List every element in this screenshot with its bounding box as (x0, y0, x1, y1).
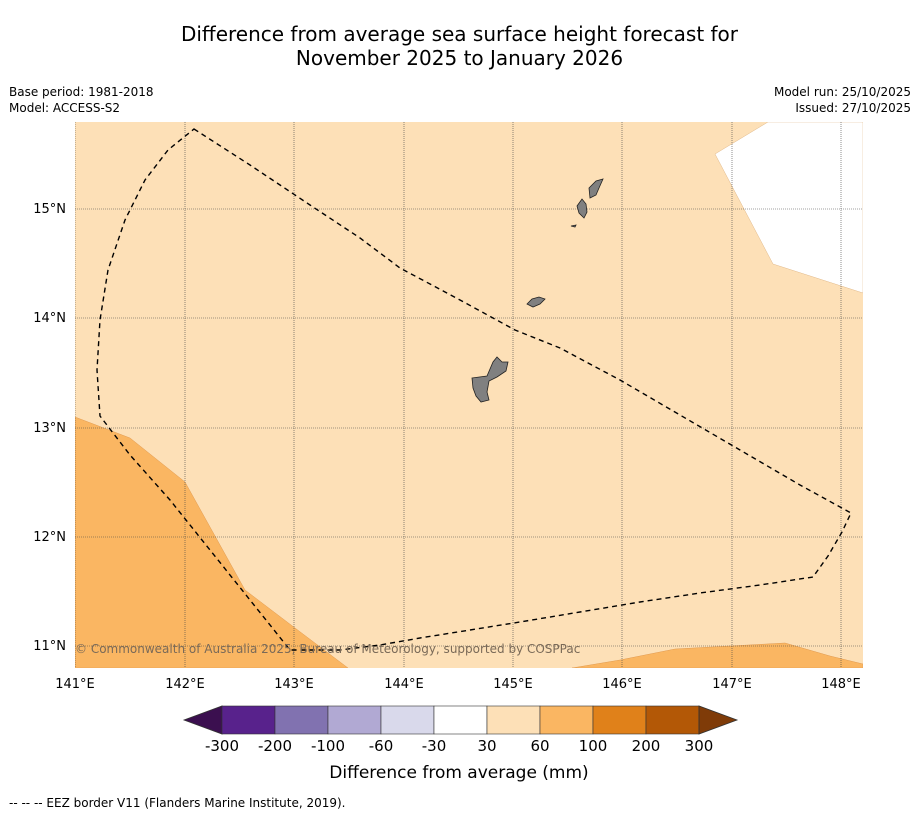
meta-right: Model run: 25/10/2025 Issued: 27/10/2025 (774, 84, 911, 116)
lon-label: 143°E (274, 677, 314, 692)
colorbar-tick-label: -30 (422, 737, 447, 755)
colorbar-segment (380, 705, 435, 735)
colorbar-segment (486, 705, 541, 735)
colorbar-tick-label: 30 (477, 737, 496, 755)
meta-left: Base period: 1981-2018 Model: ACCESS-S2 (9, 84, 154, 116)
lon-label: 142°E (165, 677, 205, 692)
colorbar-tick-label: 300 (685, 737, 714, 755)
colorbar-tick-label: -60 (369, 737, 394, 755)
colorbar-segment (433, 705, 488, 735)
colorbar-extend-high (698, 705, 739, 735)
lon-label: 146°E (602, 677, 642, 692)
lon-label: 147°E (712, 677, 752, 692)
tinian-island (576, 198, 588, 219)
colorbar-extend-low (182, 705, 223, 735)
colorbar-tick-label: -200 (258, 737, 292, 755)
lon-label: 148°E (821, 677, 861, 692)
colorbar-segment (592, 705, 647, 735)
colorbar-segment (221, 705, 276, 735)
colorbar-label: Difference from average (mm) (329, 763, 588, 783)
colorbar-tick-label: 100 (579, 737, 608, 755)
lat-label: 13°N (33, 421, 66, 436)
model-run: Model run: 25/10/2025 (773, 85, 911, 99)
colorbar-tick-label: -300 (205, 737, 239, 755)
model-name: Model: ACCESS-S2 (9, 101, 121, 115)
lon-label: 145°E (493, 677, 533, 692)
colorbar-tick-labels: -300 -200 -100 -60 -30 30 60 100 200 300 (205, 737, 713, 755)
south-anomaly-band (571, 642, 863, 668)
lat-axis-labels: 15°N 14°N 13°N 12°N 11°N (33, 202, 66, 654)
colorbar-segment (539, 705, 594, 735)
lat-label: 12°N (33, 530, 66, 545)
map-plot-area (75, 122, 863, 668)
lat-label: 11°N (33, 639, 66, 654)
lon-label: 144°E (384, 677, 424, 692)
footnote: -- -- -- EEZ border V11 (Flanders Marine… (9, 796, 346, 810)
lat-label: 14°N (33, 311, 66, 326)
title-line-1: Difference from average sea surface heig… (180, 22, 739, 46)
chart-title: Difference from average sea surface heig… (0, 22, 919, 70)
guam-island (471, 356, 509, 403)
lon-axis-labels: 141°E 142°E 143°E 144°E 145°E 146°E 147°… (55, 677, 861, 692)
title-line-2: November 2025 to January 2026 (295, 46, 624, 70)
colorbar-segment (327, 705, 382, 735)
issued-date: Issued: 27/10/2025 (795, 101, 911, 115)
lon-label: 141°E (55, 677, 95, 692)
colorbar (182, 705, 739, 735)
southwest-anomaly-band (75, 416, 349, 668)
colorbar-tick-label: 60 (530, 737, 549, 755)
eez-border (96, 128, 852, 651)
aguijan-island (570, 224, 577, 228)
saipan-island (588, 178, 604, 199)
colorbar-segment (274, 705, 329, 735)
gridlines (75, 122, 863, 668)
colorbar-tick-label: 200 (632, 737, 661, 755)
rota-island (526, 296, 546, 308)
neutral-anomaly-region (714, 122, 863, 294)
colorbar-tick-label: -100 (311, 737, 345, 755)
lat-label: 15°N (33, 202, 66, 217)
copyright-text: © Commonwealth of Australia 2025, Bureau… (75, 642, 580, 656)
islands (471, 178, 604, 403)
base-period: Base period: 1981-2018 (9, 85, 154, 99)
colorbar-segment (645, 705, 700, 735)
